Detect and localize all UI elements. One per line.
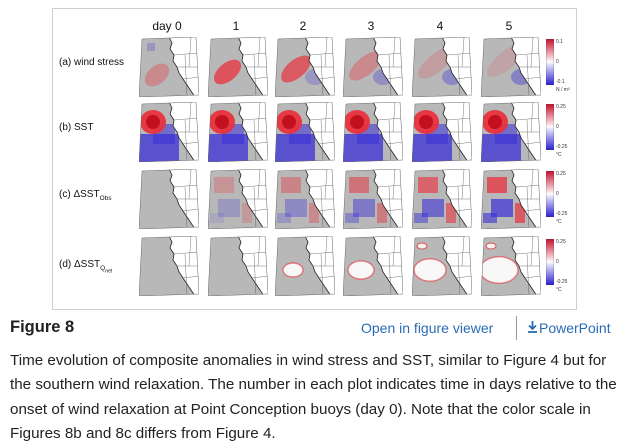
colorbar-3-min-label: -0.25 bbox=[556, 279, 568, 285]
row-label-wind-stress: (a) wind stress bbox=[59, 57, 125, 68]
map-panel-r1-c4 bbox=[412, 102, 472, 162]
day-header-4: 4 bbox=[436, 19, 444, 33]
map-panel-r0-c1 bbox=[208, 37, 268, 97]
colorbar-3-unit-label: °C bbox=[556, 287, 562, 293]
row-label-sst: (b) SST bbox=[59, 122, 94, 133]
map-panel-r3-c3 bbox=[343, 236, 403, 296]
colorbar-3: 0.25 0 -0.25 °C bbox=[545, 238, 567, 293]
map-panel-r1-c5 bbox=[481, 102, 541, 162]
colorbar-2-min-label: -0.25 bbox=[556, 211, 568, 217]
map-panel-r0-c4 bbox=[412, 37, 472, 97]
powerpoint-label: PowerPoint bbox=[539, 320, 611, 336]
map-panel-r1-c0 bbox=[139, 102, 199, 162]
map-panel-r3-c0 bbox=[139, 236, 199, 296]
map-panel-r3-c1 bbox=[208, 236, 268, 296]
powerpoint-link[interactable]: PowerPoint bbox=[527, 320, 611, 336]
day-header-2: 2 bbox=[299, 19, 307, 33]
figure-caption: Time evolution of composite anomalies in… bbox=[10, 352, 617, 443]
map-panel-r2-c2 bbox=[275, 169, 335, 229]
figure-panel: day 0 1 2 3 4 5 (a) wind stress (b) SST … bbox=[52, 8, 577, 310]
map-panel-r2-c3 bbox=[343, 169, 403, 229]
figure-title: Figure 8 bbox=[10, 318, 75, 336]
colorbar-0-mid-label: 0 bbox=[556, 59, 559, 65]
colorbar-0: 0.1 0 -0.1 N / m² bbox=[545, 38, 570, 93]
map-panel-r2-c5 bbox=[481, 169, 541, 229]
map-panel-r0-c5 bbox=[481, 37, 541, 97]
map-panel-r2-c1 bbox=[208, 169, 268, 229]
map-panel-r3-c5 bbox=[481, 236, 541, 296]
colorbar-0-unit-label: N / m² bbox=[556, 87, 570, 93]
map-panel-r0-c2 bbox=[275, 37, 335, 97]
map-panel-r1-c1 bbox=[208, 102, 268, 162]
colorbar-1-mid-label: 0 bbox=[556, 124, 559, 130]
map-panel-r0-c3 bbox=[343, 37, 403, 97]
colorbar-1-max-label: 0.25 bbox=[556, 104, 566, 110]
day-header-1: 1 bbox=[232, 19, 240, 33]
map-panel-r3-c2 bbox=[275, 236, 335, 296]
colorbar-1: 0.25 0 -0.25 °C bbox=[545, 103, 567, 158]
row-label-dsst-qnet: (d) ΔSSTQnet bbox=[59, 259, 113, 275]
colorbar-0-max-label: 0.1 bbox=[556, 39, 563, 45]
row-label-dsst-obs: (c) ΔSSTObs bbox=[59, 189, 112, 202]
colorbar-2-mid-label: 0 bbox=[556, 191, 559, 197]
colorbar-3-mid-label: 0 bbox=[556, 259, 559, 265]
link-divider bbox=[516, 316, 517, 340]
map-panel-r3-c4 bbox=[412, 236, 472, 296]
download-icon bbox=[527, 320, 538, 336]
open-figure-viewer-link[interactable]: Open in figure viewer bbox=[361, 320, 494, 336]
colorbar-0-min-label: -0.1 bbox=[556, 79, 565, 85]
colorbar-2-unit-label: °C bbox=[556, 219, 562, 225]
day-header-0: day 0 bbox=[152, 19, 182, 33]
map-panel-r1-c2 bbox=[275, 102, 335, 162]
colorbar-1-min-label: -0.25 bbox=[556, 144, 568, 150]
map-panel-r2-c0 bbox=[139, 169, 199, 229]
map-panel-r2-c4 bbox=[412, 169, 472, 229]
colorbar-2-max-label: 0.25 bbox=[556, 171, 566, 177]
day-header-5: 5 bbox=[505, 19, 513, 33]
day-header-3: 3 bbox=[367, 19, 375, 33]
colorbar-1-unit-label: °C bbox=[556, 152, 562, 158]
colorbar-3-max-label: 0.25 bbox=[556, 239, 566, 245]
map-panel-r1-c3 bbox=[343, 102, 403, 162]
map-panel-r0-c0 bbox=[139, 37, 199, 97]
colorbar-2: 0.25 0 -0.25 °C bbox=[545, 170, 567, 225]
